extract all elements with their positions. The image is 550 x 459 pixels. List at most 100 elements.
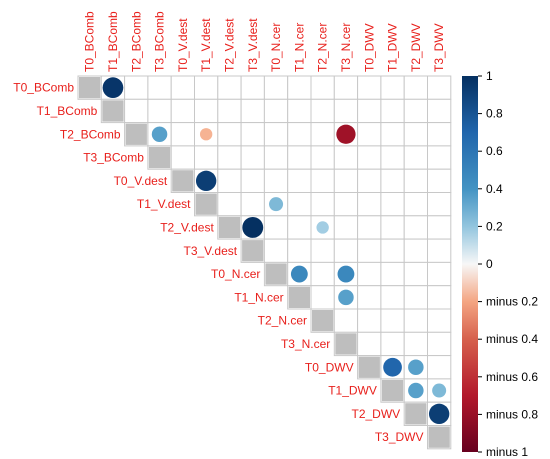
column-label: T3_N.cer xyxy=(339,23,353,72)
correlation-circle xyxy=(337,265,355,283)
column-label: T3_DWV xyxy=(432,23,446,72)
colorbar-tick-label: 1 xyxy=(486,69,493,83)
grid-cell xyxy=(380,285,405,310)
grid-cell xyxy=(333,145,359,170)
colorbar-ticks: 1 0.8 0.6 0.4 0.2 0 minus 0.2 minus 0.4 minus 0.… xyxy=(478,69,538,459)
colorbar: 1 0.8 0.6 0.4 0.2 0 minus 0.2 minus 0.4 minus 0.… xyxy=(462,69,538,459)
grid-cell xyxy=(217,98,242,124)
grid-cell xyxy=(333,192,359,217)
correlation-circle xyxy=(102,77,124,98)
column-label: T1_BComb xyxy=(106,11,120,72)
grid-cell xyxy=(263,215,289,240)
correlation-circle xyxy=(408,382,424,399)
grid-cell xyxy=(287,122,312,147)
correlation-circle xyxy=(316,221,329,234)
colorbar-tick-label: 0.2 xyxy=(486,219,503,233)
row-label: T3_DWV xyxy=(375,430,424,444)
diagonal-cell xyxy=(148,146,171,169)
grid-cell xyxy=(427,238,452,263)
row-label: T1_N.cer xyxy=(234,290,283,304)
correlation-circle xyxy=(199,128,213,141)
cells-layer xyxy=(79,77,450,448)
grid-cell xyxy=(357,238,382,263)
grid-cell xyxy=(380,98,405,124)
grid-cell xyxy=(194,75,219,100)
labels-layer: T0_BComb T1_BComb T2_BComb T3_BComb T0_V.des… xyxy=(13,11,446,444)
colorbar-tick-label: minus 0.6 xyxy=(486,370,538,384)
grid-cell xyxy=(427,168,452,193)
correlation-circle xyxy=(383,357,402,377)
grid-cell xyxy=(427,145,452,170)
grid-cell xyxy=(380,238,405,263)
grid-cell xyxy=(263,122,289,147)
grid-cell xyxy=(310,168,335,193)
diagonal-cell xyxy=(218,216,241,239)
row-label: T2_BComb xyxy=(60,127,121,141)
grid-cell xyxy=(380,168,405,193)
colorbar-tick-label: minus 1 xyxy=(486,445,528,459)
row-label: T3_BComb xyxy=(83,151,144,165)
grid-cell xyxy=(403,168,429,193)
grid-cell xyxy=(217,145,242,170)
column-label: T2_V.dest xyxy=(222,18,236,72)
grid-cell xyxy=(240,98,265,124)
grid-cell xyxy=(310,145,335,170)
grid-cell xyxy=(357,285,382,310)
grid-cell xyxy=(287,192,312,217)
row-label: T0_N.cer xyxy=(211,267,260,281)
row-label: T0_BComb xyxy=(13,81,74,95)
diagonal-cell xyxy=(312,310,334,332)
grid-cell xyxy=(240,145,265,170)
column-label: T1_V.dest xyxy=(199,18,213,72)
grid-cell xyxy=(263,75,289,100)
colorbar-gradient xyxy=(462,76,478,452)
diagonal-cell xyxy=(172,170,194,192)
colorbar-tick-label: 0.6 xyxy=(486,144,503,158)
grid-cell xyxy=(403,145,429,170)
column-label: T0_N.cer xyxy=(269,23,283,72)
grid-cell xyxy=(147,98,172,124)
grid-cell xyxy=(380,308,405,333)
grid-cell xyxy=(263,238,289,263)
grid-cell xyxy=(380,215,405,240)
grid-cell xyxy=(263,145,289,170)
grid-cell xyxy=(287,145,312,170)
column-label: T1_DWV xyxy=(386,23,400,72)
row-label: T3_V.dest xyxy=(183,244,237,258)
grid-cell xyxy=(357,168,382,193)
diagonal-cell xyxy=(79,77,101,99)
column-label: T2_N.cer xyxy=(316,23,330,72)
diagonal-cell xyxy=(288,286,310,308)
grid-cell xyxy=(427,122,452,147)
diagonal-cell xyxy=(358,356,380,378)
column-label: T0_BComb xyxy=(83,11,97,72)
grid-cell xyxy=(357,192,382,217)
grid-cell xyxy=(427,192,452,217)
grid-cell xyxy=(357,98,382,124)
grid-cell xyxy=(263,98,289,124)
correlation-circle xyxy=(432,383,447,398)
colorbar-tick-label: minus 0.4 xyxy=(486,332,538,346)
grid-cell xyxy=(427,355,452,380)
grid-cell xyxy=(310,122,335,147)
grid-cell xyxy=(403,215,429,240)
grid-cell xyxy=(427,308,452,333)
grid-cell xyxy=(357,331,382,357)
grid-cell xyxy=(357,145,382,170)
grid-cell xyxy=(217,75,242,100)
grid-cell xyxy=(333,98,359,124)
grid-cell xyxy=(427,285,452,310)
column-label: T2_BComb xyxy=(129,11,143,72)
row-label: T2_DWV xyxy=(352,407,401,421)
grid-cell xyxy=(217,168,242,193)
grid-cell xyxy=(427,75,452,100)
diagonal-cell xyxy=(102,100,124,122)
grid-cell xyxy=(357,75,382,100)
colorbar-tick-label: minus 0.8 xyxy=(486,407,538,421)
grid-cell xyxy=(147,75,172,100)
grid-cell xyxy=(357,215,382,240)
diagonal-cell xyxy=(428,426,450,448)
grid-cell xyxy=(287,75,312,100)
grid-cell xyxy=(333,215,359,240)
